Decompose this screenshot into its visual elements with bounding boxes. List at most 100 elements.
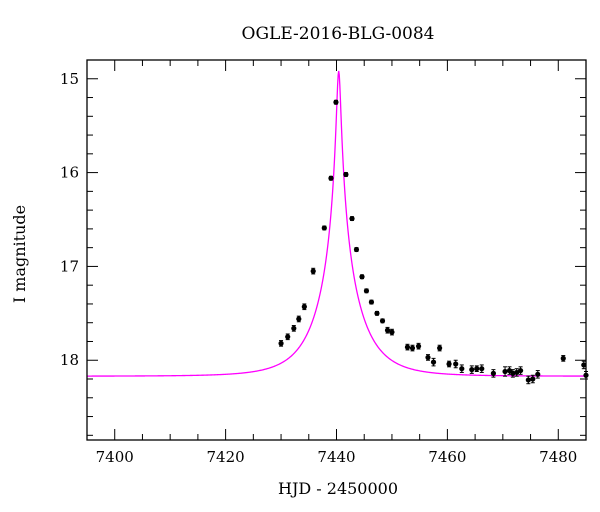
data-point (321, 225, 327, 231)
x-tick-label: 7480 (539, 448, 577, 466)
data-point (389, 328, 395, 336)
data-point (291, 325, 297, 332)
data-point (502, 366, 508, 377)
data-point-marker (490, 370, 497, 376)
data-point (301, 303, 307, 311)
data-point (363, 288, 370, 294)
data-point-marker (389, 329, 395, 335)
data-point (525, 375, 531, 385)
x-tick-label: 7440 (317, 448, 355, 466)
data-point (379, 318, 386, 324)
data-point-marker (333, 99, 339, 105)
data-point (353, 246, 360, 253)
data-point (535, 370, 541, 379)
data-point-marker (278, 340, 284, 346)
data-point-marker (349, 215, 355, 222)
data-point-marker (430, 359, 437, 365)
x-axis-label: HJD - 2450000 (278, 479, 398, 498)
data-points-layer (278, 99, 589, 385)
data-point-marker (415, 343, 422, 349)
data-point-marker (459, 366, 465, 372)
data-point (374, 310, 380, 316)
data-point-marker (514, 369, 520, 376)
x-tick-label: 7400 (96, 448, 134, 466)
data-point-marker (535, 371, 541, 377)
data-point (425, 354, 431, 361)
y-tick-label: 15 (60, 70, 79, 88)
axis-tick-labels: 7400 7420 7440 7460 7480 15 16 17 18 (60, 70, 577, 466)
data-point (409, 344, 416, 352)
data-point-marker (359, 274, 365, 280)
data-point (333, 99, 339, 105)
data-point (368, 299, 375, 305)
data-point-marker (453, 361, 459, 367)
data-point (560, 355, 566, 362)
data-point (278, 340, 284, 347)
data-point-marker (474, 366, 480, 372)
data-point-marker (437, 345, 443, 351)
data-point-marker (384, 327, 391, 333)
data-point-marker (560, 355, 566, 361)
data-point-marker (291, 325, 297, 331)
model-curve-layer (87, 70, 587, 377)
data-point-marker (479, 366, 485, 372)
data-point-marker (379, 318, 386, 324)
data-point (510, 369, 516, 378)
data-point (469, 365, 475, 374)
data-point-marker (517, 367, 524, 374)
data-point (459, 364, 465, 373)
data-point (490, 369, 497, 378)
data-point-marker (328, 175, 334, 181)
data-point-marker (525, 377, 531, 383)
data-point-marker (530, 376, 536, 382)
data-point-marker (368, 299, 375, 305)
data-point-marker (310, 268, 316, 274)
data-point (359, 274, 365, 280)
data-point (328, 175, 334, 181)
data-point (310, 267, 316, 275)
chart-title: OGLE-2016-BLG-0084 (242, 24, 435, 44)
data-point-marker (502, 368, 508, 375)
data-point (453, 359, 459, 369)
data-point (349, 215, 355, 222)
data-point (446, 360, 452, 368)
data-point (514, 368, 520, 377)
y-tick-label: 18 (60, 351, 79, 369)
data-point (530, 374, 536, 384)
data-point-marker (301, 304, 307, 310)
data-point-marker (353, 246, 360, 253)
data-point (474, 365, 480, 373)
x-tick-label: 7460 (428, 448, 466, 466)
data-point (296, 315, 302, 323)
data-point (479, 364, 485, 373)
data-point-marker (296, 316, 302, 322)
data-point-marker (374, 310, 380, 316)
data-point-marker (469, 367, 475, 373)
data-point (343, 171, 349, 178)
data-point (285, 333, 291, 341)
data-point-marker (446, 361, 452, 367)
x-tick-label: 7420 (207, 448, 245, 466)
data-point (415, 342, 422, 350)
y-tick-label: 16 (60, 164, 79, 182)
data-point-marker (581, 362, 587, 368)
model-curve (87, 70, 587, 377)
plot-frame (86, 59, 587, 441)
data-point-marker (404, 344, 411, 350)
data-point-marker (321, 225, 327, 231)
y-tick-label: 17 (60, 257, 79, 275)
data-point-marker (285, 334, 291, 340)
data-point-marker (363, 288, 370, 294)
data-point (384, 326, 391, 334)
data-point (517, 366, 524, 375)
data-point-marker (510, 370, 516, 376)
data-point-marker (343, 171, 349, 178)
data-point-marker (425, 354, 431, 361)
data-point (404, 343, 411, 351)
y-axis-label: I magnitude (10, 205, 29, 303)
data-point (581, 360, 587, 370)
data-point-marker (409, 345, 416, 351)
data-point (437, 344, 443, 352)
data-point (430, 357, 437, 367)
